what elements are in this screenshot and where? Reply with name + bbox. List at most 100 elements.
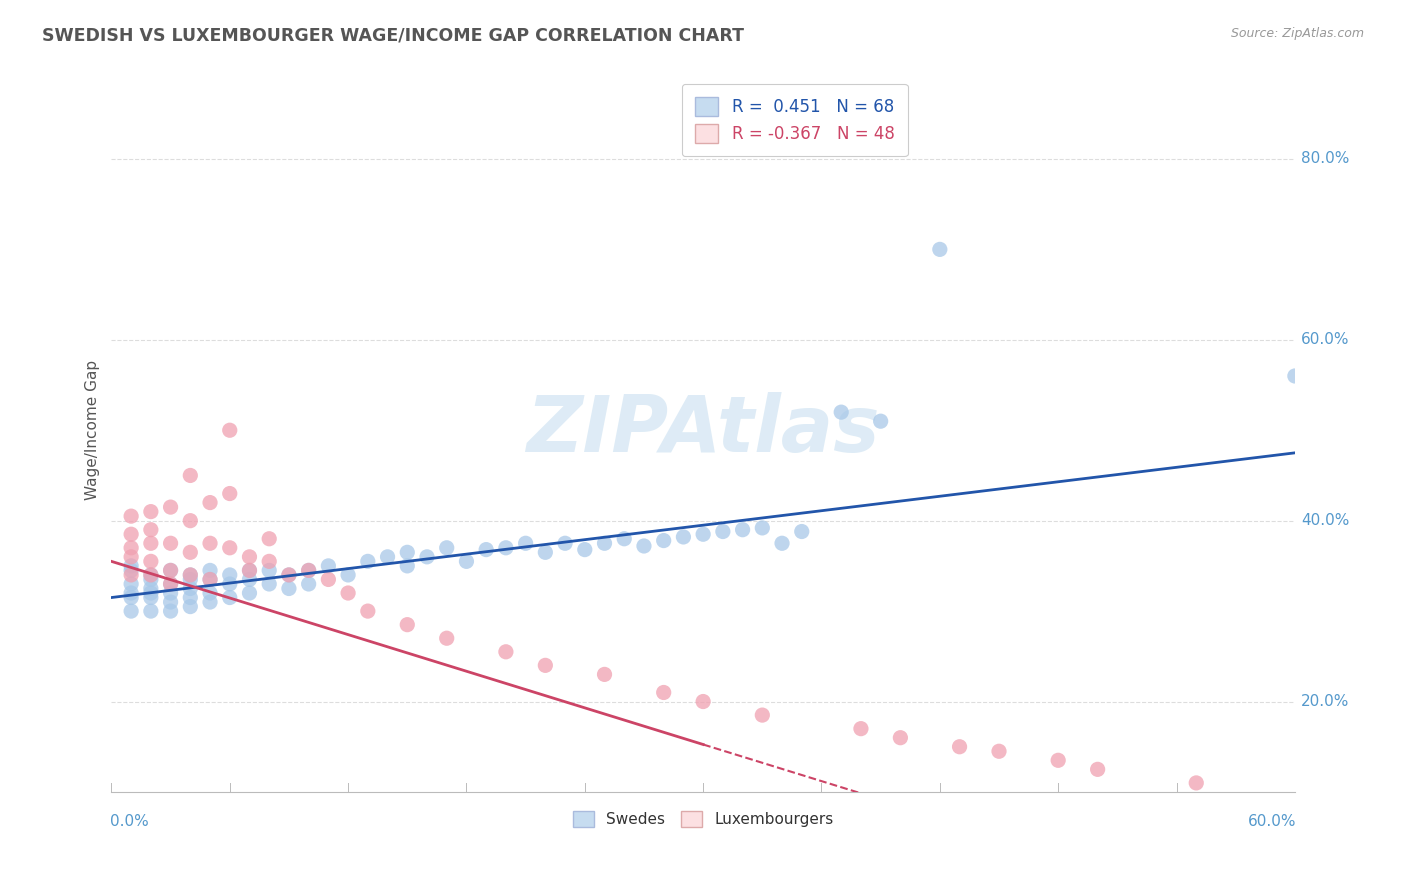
Point bbox=[120, 509, 142, 524]
Point bbox=[218, 423, 240, 437]
Point bbox=[554, 536, 576, 550]
Text: Source: ZipAtlas.com: Source: ZipAtlas.com bbox=[1230, 27, 1364, 40]
Point bbox=[633, 539, 655, 553]
Point bbox=[534, 658, 557, 673]
Text: 0.0%: 0.0% bbox=[110, 814, 149, 829]
Point bbox=[120, 591, 142, 605]
Point bbox=[436, 541, 458, 555]
Point bbox=[928, 243, 950, 257]
Point bbox=[257, 577, 280, 591]
Point bbox=[692, 527, 714, 541]
Point bbox=[218, 486, 240, 500]
Point bbox=[298, 563, 321, 577]
Point bbox=[139, 536, 162, 550]
Point bbox=[652, 533, 675, 548]
Point bbox=[830, 405, 852, 419]
Point bbox=[198, 495, 221, 509]
Point bbox=[218, 568, 240, 582]
Point bbox=[396, 558, 419, 573]
Point bbox=[396, 617, 419, 632]
Point bbox=[416, 549, 439, 564]
Point bbox=[257, 532, 280, 546]
Point bbox=[120, 563, 142, 577]
Point bbox=[692, 694, 714, 708]
Point bbox=[257, 563, 280, 577]
Point bbox=[238, 586, 260, 600]
Point bbox=[277, 582, 299, 596]
Point bbox=[218, 591, 240, 605]
Point bbox=[179, 568, 201, 582]
Point bbox=[120, 568, 142, 582]
Point bbox=[159, 563, 181, 577]
Point bbox=[120, 558, 142, 573]
Point bbox=[495, 645, 517, 659]
Point bbox=[357, 604, 380, 618]
Text: 80.0%: 80.0% bbox=[1301, 152, 1350, 167]
Point bbox=[456, 554, 478, 568]
Point bbox=[1185, 776, 1208, 790]
Point bbox=[139, 573, 162, 587]
Point bbox=[869, 414, 891, 428]
Point bbox=[377, 549, 399, 564]
Point bbox=[198, 563, 221, 577]
Point bbox=[318, 558, 340, 573]
Point bbox=[731, 523, 754, 537]
Point bbox=[159, 604, 181, 618]
Point bbox=[120, 577, 142, 591]
Point bbox=[198, 573, 221, 587]
Point bbox=[238, 563, 260, 577]
Point bbox=[672, 530, 695, 544]
Point bbox=[790, 524, 813, 539]
Point bbox=[534, 545, 557, 559]
Point bbox=[238, 549, 260, 564]
Point bbox=[179, 573, 201, 587]
Point bbox=[298, 577, 321, 591]
Point bbox=[120, 549, 142, 564]
Point bbox=[889, 731, 911, 745]
Point bbox=[849, 722, 872, 736]
Point bbox=[139, 523, 162, 537]
Point bbox=[120, 527, 142, 541]
Point bbox=[238, 563, 260, 577]
Point bbox=[179, 599, 201, 614]
Point bbox=[988, 744, 1011, 758]
Point bbox=[318, 573, 340, 587]
Point bbox=[159, 536, 181, 550]
Point bbox=[475, 542, 498, 557]
Point bbox=[238, 573, 260, 587]
Point bbox=[337, 568, 360, 582]
Point bbox=[495, 541, 517, 555]
Point bbox=[139, 568, 162, 582]
Point bbox=[1047, 753, 1070, 767]
Point bbox=[436, 632, 458, 646]
Point bbox=[1087, 763, 1109, 777]
Point bbox=[179, 514, 201, 528]
Text: 60.0%: 60.0% bbox=[1247, 814, 1296, 829]
Point bbox=[179, 591, 201, 605]
Point bbox=[593, 536, 616, 550]
Y-axis label: Wage/Income Gap: Wage/Income Gap bbox=[86, 360, 100, 500]
Point bbox=[652, 685, 675, 699]
Point bbox=[218, 541, 240, 555]
Point bbox=[1284, 369, 1306, 384]
Text: ZIPAtlas: ZIPAtlas bbox=[526, 392, 880, 468]
Point bbox=[574, 542, 596, 557]
Point bbox=[751, 521, 773, 535]
Point bbox=[159, 577, 181, 591]
Point bbox=[120, 604, 142, 618]
Point bbox=[198, 595, 221, 609]
Point bbox=[396, 545, 419, 559]
Point bbox=[179, 545, 201, 559]
Text: 20.0%: 20.0% bbox=[1301, 694, 1350, 709]
Point bbox=[298, 563, 321, 577]
Point bbox=[139, 591, 162, 605]
Point bbox=[277, 568, 299, 582]
Point bbox=[257, 554, 280, 568]
Point bbox=[218, 577, 240, 591]
Text: SWEDISH VS LUXEMBOURGER WAGE/INCOME GAP CORRELATION CHART: SWEDISH VS LUXEMBOURGER WAGE/INCOME GAP … bbox=[42, 27, 744, 45]
Point bbox=[198, 536, 221, 550]
Point bbox=[159, 563, 181, 577]
Point bbox=[948, 739, 970, 754]
Point bbox=[139, 604, 162, 618]
Text: 40.0%: 40.0% bbox=[1301, 513, 1350, 528]
